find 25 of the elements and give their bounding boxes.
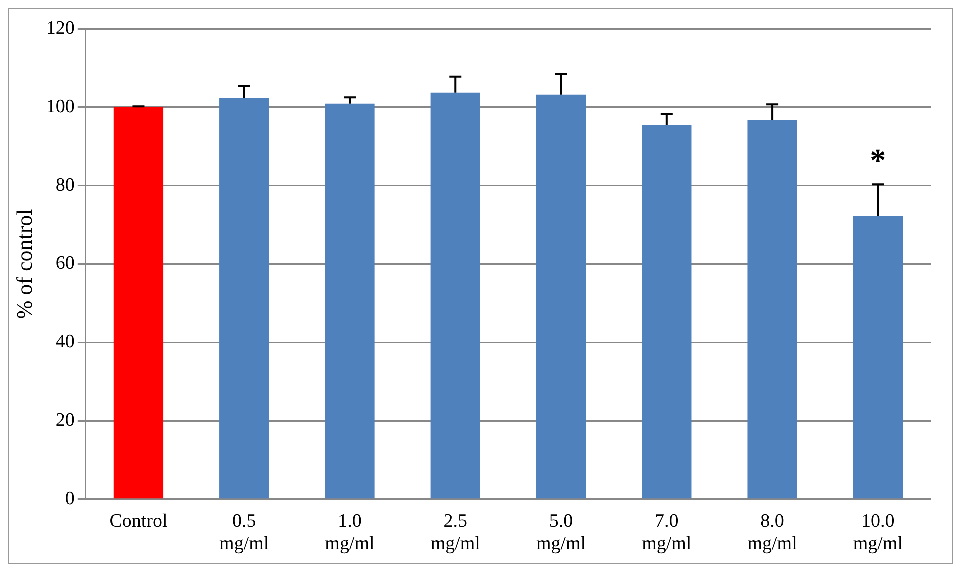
x-tick-label: Control <box>110 510 168 532</box>
x-tick-label: 5.0 mg/ml <box>536 510 586 555</box>
bar <box>325 104 375 499</box>
x-tick-label: 10.0 mg/ml <box>853 510 903 555</box>
y-axis-title: % of control <box>12 209 37 320</box>
annotation: * <box>870 142 886 178</box>
x-tick-label: 1.0 mg/ml <box>325 510 375 555</box>
bar <box>220 98 270 499</box>
y-tick-label: 0 <box>65 488 75 510</box>
y-tick-label: 120 <box>46 18 75 39</box>
bar <box>536 94 586 499</box>
x-tick-label: 8.0 mg/ml <box>748 510 798 555</box>
bar <box>853 216 904 499</box>
y-tick-label: 40 <box>56 332 75 353</box>
y-tick-label: 60 <box>56 253 75 274</box>
bar <box>430 92 480 499</box>
bar <box>642 125 692 499</box>
bar <box>748 120 798 499</box>
y-tick-label: 80 <box>56 174 75 196</box>
y-tick-label: 20 <box>56 410 75 431</box>
x-tick-label: 7.0 mg/ml <box>642 510 692 555</box>
x-tick-label: 2.5 mg/ml <box>430 510 480 555</box>
y-tick-label: 100 <box>46 96 75 118</box>
bar <box>114 107 164 499</box>
x-tick-label: 0.5 mg/ml <box>220 510 270 555</box>
